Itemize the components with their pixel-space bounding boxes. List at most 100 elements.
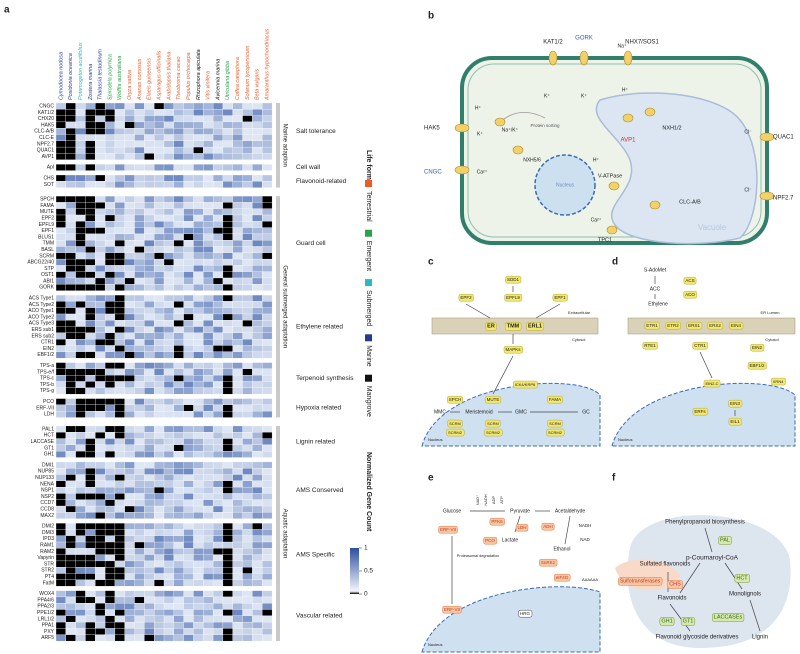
heatmap-cell [262, 313, 273, 321]
gene-label: Vapyrin [37, 555, 54, 561]
gene-label: NUP85 [38, 469, 54, 475]
heatmap-cell [163, 438, 175, 446]
diagram-node: RTE1 [642, 341, 658, 350]
heatmap-cell [262, 535, 273, 543]
heatmap-cell [55, 438, 67, 446]
heatmap-cell [75, 425, 86, 433]
heatmap-cell [193, 214, 204, 222]
heatmap-cell [222, 320, 233, 327]
heatmap-cell [144, 307, 155, 315]
heatmap-cell [163, 387, 175, 395]
heatmap-cell [154, 109, 165, 116]
heatmap-cell [163, 603, 175, 610]
heatmap-cell [154, 362, 165, 370]
heatmap-cell [232, 474, 243, 482]
heatmap-cell [65, 529, 76, 536]
heatmap-cell [222, 474, 233, 482]
heatmap-cell [95, 410, 106, 418]
heatmap-cell [95, 307, 106, 315]
heatmap-cell [163, 332, 175, 340]
heatmap-cell [124, 628, 135, 635]
heatmap-cell [75, 628, 86, 635]
heatmap-cell [95, 368, 106, 376]
heatmap-cell [95, 294, 106, 302]
heatmap-cell [203, 368, 214, 376]
gene-label: QUAC1 [37, 148, 54, 154]
heatmap-cell [262, 474, 273, 482]
heatmap-cell [114, 164, 125, 171]
heatmap-cell [144, 634, 155, 642]
heatmap-cell [242, 404, 253, 412]
diagram-box [526, 322, 544, 331]
heatmap-cell [222, 153, 233, 160]
heatmap-cell [65, 121, 76, 129]
heatmap-cell [242, 444, 253, 452]
heatmap-cell [262, 554, 273, 562]
heatmap-cell [65, 621, 76, 629]
heatmap-cell [173, 560, 184, 568]
heatmap-cell [203, 425, 214, 433]
diagram-node: H⁺ [622, 87, 629, 93]
heatmap-cell [242, 579, 253, 587]
heatmap-cell [203, 468, 214, 475]
diagram-label: ER Lumen [761, 310, 780, 315]
heatmap-cell [222, 512, 233, 519]
diagram-node: GMC [515, 409, 527, 415]
heatmap-cell [55, 499, 67, 507]
heatmap-cell [222, 326, 233, 334]
heatmap-cell [203, 313, 214, 321]
heatmap-cell [232, 387, 243, 395]
gene-label: ARF5 [41, 635, 54, 641]
heatmap-cell [262, 307, 273, 315]
diagram-node: ADP [491, 496, 496, 505]
heatmap-cell [75, 554, 86, 562]
heatmap-cell [75, 567, 86, 574]
heatmap-cell [154, 252, 165, 260]
heatmap-cell [242, 146, 253, 154]
heatmap-cell [252, 221, 263, 228]
heatmap-cell [252, 486, 263, 494]
heatmap-cell [154, 573, 165, 581]
heatmap-cell [212, 258, 224, 266]
heatmap-cell [55, 560, 67, 568]
diagram-box [485, 322, 497, 331]
heatmap-cell [212, 505, 224, 513]
diagram-label: Na⁺/K⁺ [502, 127, 519, 133]
heatmap-cell [75, 438, 86, 446]
heatmap-cell [75, 634, 86, 642]
heatmap-cell [65, 128, 76, 135]
heatmap-cell [95, 115, 106, 123]
heatmap-cell [222, 351, 233, 359]
heatmap-cell [232, 493, 243, 500]
diagram-node: CTR1 [692, 341, 709, 350]
heatmap-cell [144, 486, 155, 494]
heatmap-cell [114, 410, 125, 418]
gene-label: EBF1/2 [37, 352, 54, 358]
heatmap-cell [95, 140, 106, 148]
heatmap-cell [212, 493, 224, 500]
heatmap-cell [262, 332, 273, 340]
heatmap-cell [75, 480, 86, 488]
heatmap-cell [124, 468, 135, 475]
diagram-label: SCRM [549, 421, 561, 426]
heatmap-cell [154, 265, 165, 272]
heatmap-cell [163, 450, 175, 458]
heatmap-cell [203, 351, 214, 359]
heatmap-cell [154, 258, 165, 266]
colorbar [350, 548, 359, 594]
heatmap-cell [163, 554, 175, 562]
heatmap-cell [95, 153, 106, 160]
heatmap-cell [242, 240, 253, 247]
diagram-label: SCRM [487, 421, 499, 426]
heatmap-cell [252, 590, 263, 598]
heatmap-cell [232, 233, 243, 241]
heatmap-cell [173, 195, 184, 203]
diagram-label: Ethanol [554, 546, 571, 552]
heatmap-cell [242, 567, 253, 574]
diagram-box [446, 428, 465, 437]
heatmap-cell [262, 398, 273, 406]
heatmap-cell [242, 252, 253, 260]
heatmap-cell [134, 195, 145, 203]
heatmap-cell [242, 548, 253, 555]
heatmap-cell [232, 368, 243, 376]
